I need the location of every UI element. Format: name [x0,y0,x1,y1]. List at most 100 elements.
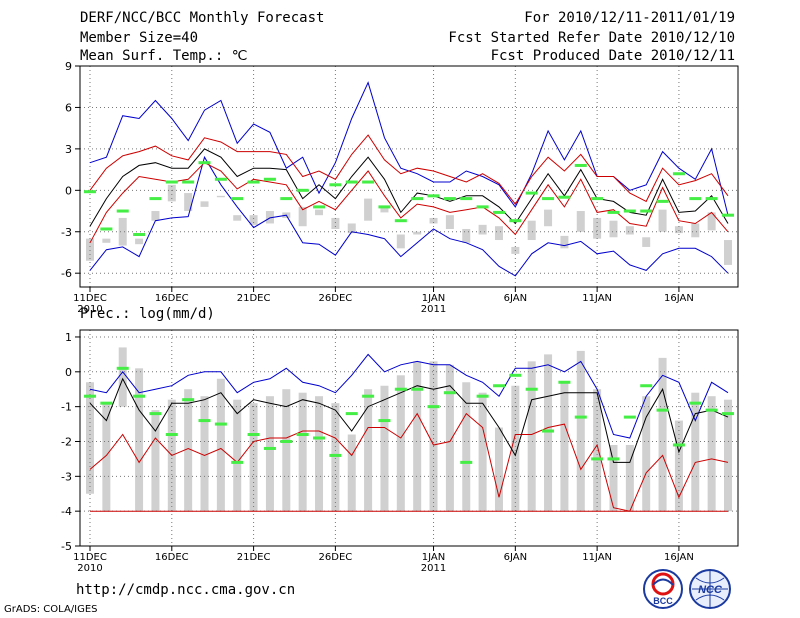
spread-box [593,217,602,239]
median-marker [509,373,522,377]
spread-box [478,392,487,512]
grads-credit: GrADS: COLA/IGES [4,604,98,615]
series-min-line [89,412,729,512]
spread-box [544,209,553,227]
median-marker [591,457,604,461]
spread-box [364,389,373,512]
median-marker [722,213,734,217]
forecast-period: For 2010/12/11-2011/01/19 [524,10,735,26]
spread-box [233,215,242,221]
median-marker [100,227,113,231]
spread-box [298,392,307,512]
series-mean-line [89,148,729,227]
spread-box [347,223,356,234]
spread-box [102,238,111,243]
plot-frame [79,65,739,288]
spread-box [544,354,553,512]
median-marker [296,188,309,192]
median-marker [198,419,211,423]
median-marker [263,177,276,181]
spread-box [560,382,569,512]
median-marker [672,172,685,176]
median-marker [509,219,522,223]
median-marker [607,210,620,214]
median-marker [623,209,636,213]
median-marker [476,205,489,209]
spread-box [282,389,291,512]
median-marker [394,387,407,391]
median-marker [214,177,227,181]
spread-box [331,403,340,512]
spread-box [249,403,258,512]
x-tick-label: 26DEC [319,293,353,304]
x-year-label: 2010 [77,304,102,315]
y-tick-label: -3 [61,470,72,483]
median-marker [591,197,604,201]
x-tick-label: 11DEC [73,293,107,304]
x-year-label: 2011 [421,563,446,574]
spread-box [609,220,618,238]
median-marker [345,180,358,184]
median-marker [84,190,96,194]
spread-box [364,198,373,221]
spread-box [609,444,618,512]
median-marker [705,197,718,201]
median-marker [460,197,473,201]
median-marker [182,180,195,184]
spread-box [658,357,667,512]
median-marker [656,408,669,412]
spread-box [118,347,127,407]
median-marker [116,366,129,370]
median-marker [542,197,555,201]
median-marker [313,205,326,209]
median-marker [165,433,178,437]
x-tick-label: 16DEC [155,552,189,563]
median-marker [214,422,227,426]
median-marker [689,197,702,201]
x-tick-label: 11JAN [582,293,612,304]
y-tick-label: 6 [65,101,72,114]
spread-box [135,368,144,512]
spread-box [200,396,209,512]
median-marker [149,412,162,416]
spread-box [86,238,94,261]
series-spread_low-line [89,162,729,244]
median-marker [443,197,456,201]
y-tick-label: -5 [61,540,72,553]
median-marker [722,412,734,416]
ncc-logo-text: NCC [698,584,723,596]
median-marker [574,163,587,167]
spread-box [298,206,307,227]
median-marker [607,457,620,461]
spread-box [184,193,193,212]
median-marker [427,194,440,198]
spread-box [576,211,585,232]
source-url[interactable]: http://cmdp.ncc.cma.gov.cn [76,582,296,598]
spread-box [347,434,356,512]
median-marker [329,183,342,187]
median-marker [280,197,293,201]
forecast-produced-date: Fcst Produced Date 2010/12/11 [490,48,735,64]
spread-box [216,195,225,198]
spread-box [462,382,471,512]
y-tick-label: -6 [61,267,72,280]
median-marker [133,233,146,237]
median-marker [492,210,505,214]
median-marker [640,209,653,213]
series-mean-line [89,377,729,463]
median-marker [100,401,113,405]
spread-box [691,223,700,238]
y-tick-label: 0 [65,184,72,197]
median-marker [640,384,653,388]
median-marker [362,180,375,184]
median-marker [313,436,326,440]
spread-box [216,378,225,512]
median-marker [492,384,505,388]
median-marker [542,429,555,433]
spread-box [380,385,389,512]
spread-box [396,375,405,512]
ncc-logo: NCC [689,569,731,609]
spread-box [413,231,422,235]
spread-box [151,410,160,512]
